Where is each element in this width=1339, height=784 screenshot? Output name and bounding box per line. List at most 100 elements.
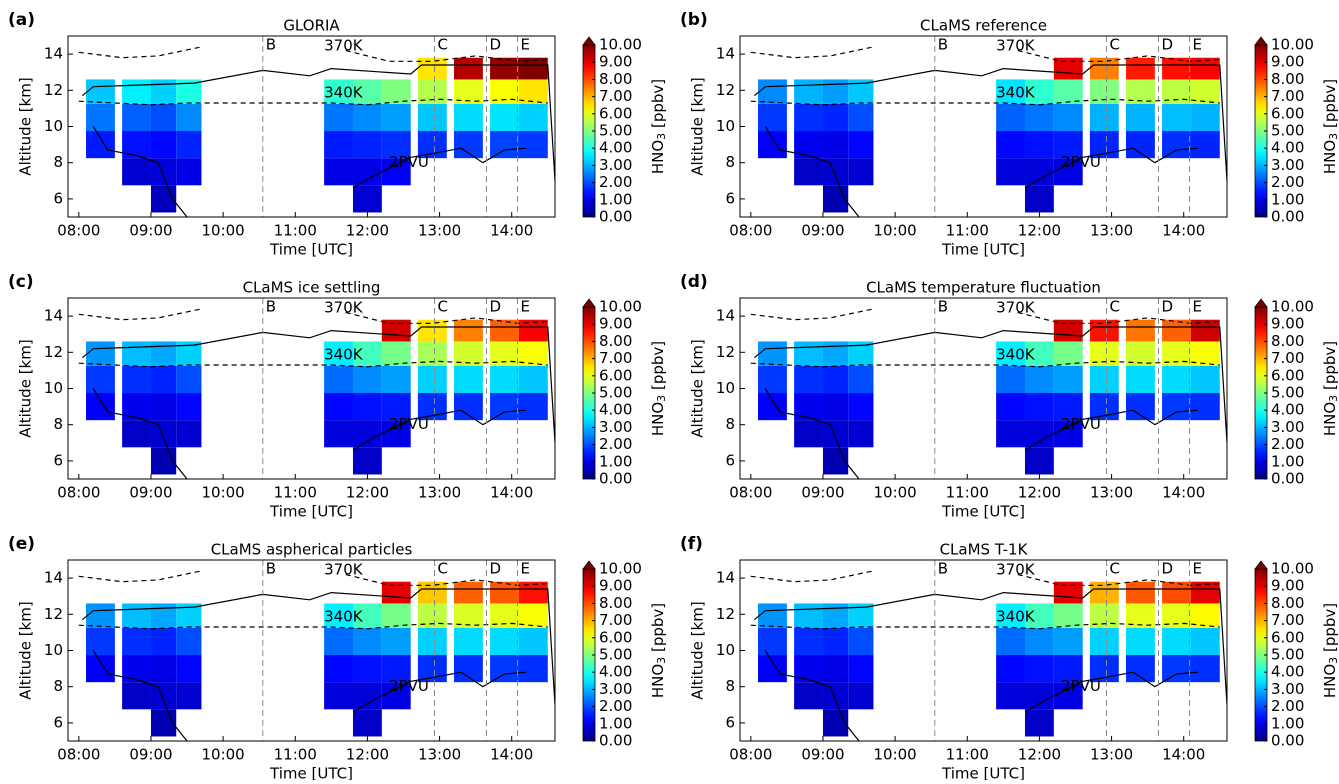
label-sub: 3: [1327, 133, 1339, 140]
plot-area: [79, 298, 555, 479]
event-label: B: [266, 36, 276, 54]
heat-cell: [1054, 603, 1083, 627]
heat-cell: [382, 320, 411, 342]
heat-cell: [1126, 393, 1155, 420]
x-tick-label: 09:00: [129, 746, 172, 764]
y-tick-label: 6: [53, 189, 63, 207]
heat-cell: [794, 628, 823, 655]
isentrope-label: 370K: [996, 299, 1036, 317]
pv-label: 2PVU: [389, 677, 429, 695]
colorbar-tick-label: 0.00: [1271, 208, 1304, 226]
colorbar-tick-label: 6.00: [1271, 366, 1304, 384]
heat-cell: [151, 682, 176, 709]
event-label: D: [1161, 298, 1173, 316]
event-label: D: [489, 298, 501, 316]
label-unit: [ppbv]: [1321, 79, 1339, 128]
panel-label: (e): [8, 534, 35, 554]
heat-cell: [176, 393, 201, 420]
heat-cell: [794, 79, 823, 103]
plot-area: [751, 560, 1227, 741]
heat-cell: [823, 104, 848, 131]
colorbar-tick-label: 7.00: [599, 611, 632, 629]
colorbar-label: HNO3 [ppbv]: [1321, 341, 1339, 436]
label-unit: [ppbv]: [1321, 603, 1339, 652]
heat-cell: [519, 366, 548, 393]
x-tick-label: 13:00: [418, 746, 461, 764]
heat-cell: [1126, 628, 1155, 655]
x-tick-label: 14:00: [1162, 222, 1205, 240]
heat-cell: [176, 655, 201, 682]
heat-cell: [324, 366, 353, 393]
x-tick-label: 11:00: [274, 746, 317, 764]
colorbar-tick-label: 4.00: [1271, 139, 1304, 157]
heat-cell: [1126, 104, 1155, 131]
heat-cell: [86, 603, 115, 627]
colorbar-tick-label: 4.00: [599, 663, 632, 681]
heat-cell: [996, 104, 1025, 131]
label-unit: [ppbv]: [649, 79, 667, 128]
y-tick-label: 12: [716, 81, 735, 99]
heat-cell: [418, 366, 447, 393]
colorbar-tick-label: 7.00: [1271, 349, 1304, 367]
colorbar-tick-label: 1.00: [1271, 452, 1304, 470]
colorbar-tick-label: 3.00: [1271, 418, 1304, 436]
y-tick-label: 10: [716, 117, 735, 135]
heat-cell: [324, 628, 353, 655]
colorbar-tick-label: 6.00: [599, 366, 632, 384]
colorbar-tick-label: 3.00: [599, 418, 632, 436]
panel-label: (b): [680, 10, 708, 30]
x-tick-label: 12:00: [1018, 484, 1061, 502]
colorbar-tick-label: 4.00: [1271, 401, 1304, 419]
heat-cell: [418, 628, 447, 655]
heat-cell: [1025, 104, 1054, 131]
isentrope-label: 370K: [324, 299, 364, 317]
colorbar-tick-label: 5.00: [1271, 646, 1304, 664]
colorbar-tick-label: 7.00: [599, 349, 632, 367]
heat-cell: [996, 628, 1025, 655]
heat-cell: [86, 366, 115, 393]
x-tick-label: 14:00: [1162, 484, 1205, 502]
heat-cell: [996, 131, 1025, 158]
heat-cell: [418, 104, 447, 131]
heat-cell: [848, 366, 873, 393]
colorbar-tick-label: 8.00: [1271, 594, 1304, 612]
heat-cell: [1162, 366, 1191, 393]
colorbar-tick-label: 8.00: [599, 332, 632, 350]
x-axis-label: Time [UTC]: [269, 765, 353, 781]
colorbar-tick-label: 0.00: [599, 208, 632, 226]
x-tick-label: 10:00: [874, 746, 917, 764]
x-tick-label: 13:00: [418, 222, 461, 240]
heat-cell: [324, 420, 353, 447]
heat-cell: [418, 320, 447, 342]
heat-cell: [353, 104, 382, 131]
y-tick-label: 14: [44, 307, 63, 325]
heat-cell: [1025, 185, 1054, 212]
isentrope-label: 340K: [324, 346, 364, 364]
pv-label: 2PVU: [1061, 677, 1101, 695]
heat-cell: [151, 131, 176, 158]
heat-cell: [324, 104, 353, 131]
isentrope-label: 340K: [324, 84, 364, 102]
label-sub: 3: [1327, 657, 1339, 664]
colorbar-label: HNO3 [ppbv]: [1321, 79, 1339, 174]
heat-cell: [823, 341, 848, 365]
event-label: C: [1110, 560, 1120, 578]
label-main: HNO: [1321, 664, 1339, 698]
event-label: B: [266, 560, 276, 578]
heat-cell: [151, 603, 176, 627]
heat-cell: [1090, 58, 1119, 80]
heat-cell: [848, 158, 873, 185]
x-axis-label: Time [UTC]: [269, 241, 353, 259]
isentrope-label: 340K: [996, 84, 1036, 102]
colorbar-tick-label: 9.00: [1271, 53, 1304, 71]
x-tick-label: 13:00: [1090, 484, 1133, 502]
colorbar-tick-label: 0.00: [1271, 470, 1304, 488]
heat-cell: [1162, 582, 1191, 604]
heat-cell: [454, 320, 483, 342]
heat-cell: [122, 682, 151, 709]
plot-area: [79, 560, 555, 741]
y-tick-label: 8: [725, 153, 735, 171]
x-tick-label: 12:00: [346, 484, 389, 502]
event-label: C: [1110, 298, 1120, 316]
